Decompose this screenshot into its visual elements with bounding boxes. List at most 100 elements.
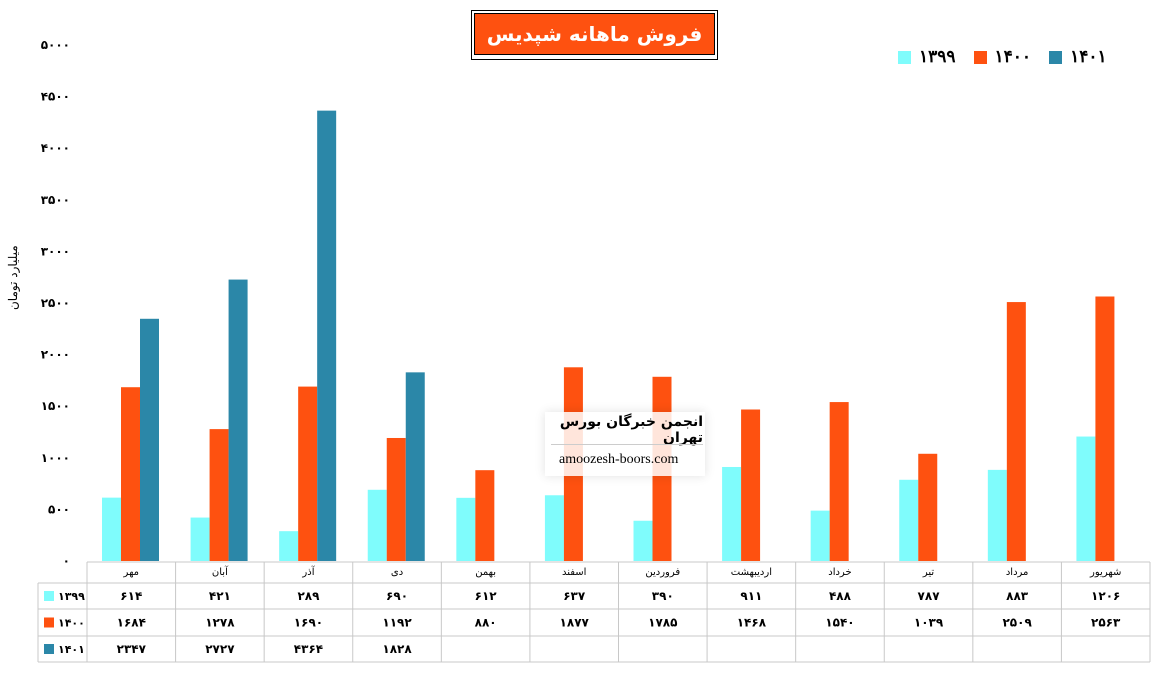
y-tick-label: ۳۰۰۰ <box>41 244 70 258</box>
x-tick-label: بهمن <box>475 567 496 578</box>
x-tick-label: دی <box>391 567 403 578</box>
bar-1-10 <box>899 479 919 561</box>
y-tick-label: ۴۵۰۰ <box>41 90 70 104</box>
data-label: ۱۸۲۸ <box>382 642 412 656</box>
data-label: ۱۵۴۰ <box>825 616 854 630</box>
table-series-label: ۱۴۰۱ <box>58 643 85 656</box>
bar-2-2 <box>209 429 229 561</box>
data-label: ۳۹۰ <box>652 589 674 603</box>
data-label: ۱۸۷۷ <box>560 616 590 630</box>
bar-3-4 <box>405 372 425 561</box>
bar-2-10 <box>918 453 938 561</box>
y-tick-label: ۳۵۰۰ <box>41 193 70 207</box>
data-label: ۲۸۹ <box>297 589 320 603</box>
data-label: ۶۹۰ <box>386 589 408 603</box>
bar-2-12 <box>1095 296 1115 561</box>
x-tick-label: اردیبهشت <box>731 567 772 578</box>
data-label: ۶۱۲ <box>475 589 498 603</box>
legend-swatch-1400 <box>973 50 987 64</box>
y-tick-label: ۵۰۰۰ <box>41 38 70 52</box>
bar-2-5 <box>475 470 495 561</box>
x-tick-label: خرداد <box>828 567 851 578</box>
bar-1-1 <box>102 497 121 561</box>
x-tick-label: مرداد <box>1006 567 1029 578</box>
bar-1-7 <box>633 520 653 561</box>
data-label: ۲۳۴۷ <box>117 642 147 656</box>
chart-title: فروش ماهانه شپدیس <box>474 13 715 55</box>
bar-2-8 <box>741 409 761 561</box>
bar-1-12 <box>1076 436 1096 561</box>
legend-swatch-1401 <box>1049 50 1063 64</box>
y-tick-label: ۱۵۰۰ <box>41 399 70 413</box>
bar-1-4 <box>367 489 387 561</box>
data-label: ۴۲۱ <box>209 589 231 603</box>
legend: ۱۳۹۹ ۱۴۰۰ ۱۴۰۱ <box>898 44 1107 70</box>
data-label: ۱۲۰۶ <box>1091 589 1120 603</box>
data-label: ۱۲۷۸ <box>205 616 235 630</box>
data-label: ۱۶۹۰ <box>294 616 323 630</box>
watermark-url: amoozesh-boors.com <box>559 452 679 467</box>
data-label: ۸۸۳ <box>1006 589 1029 603</box>
x-tick-label: آبان <box>212 565 229 578</box>
table-series-label: ۱۴۰۰ <box>58 617 85 630</box>
x-tick-label: اسفند <box>562 567 586 578</box>
x-tick-label: شهریور <box>1089 567 1121 578</box>
chart-title-box: فروش ماهانه شپدیس <box>471 10 718 60</box>
bar-1-2 <box>190 517 210 561</box>
legend-item-1401: ۱۴۰۱ <box>1049 47 1107 67</box>
y-tick-label: ۵۰۰ <box>48 502 70 516</box>
bar-1-6 <box>544 495 564 561</box>
data-label: ۸۸۰ <box>475 616 497 630</box>
watermark-title: انجمن خبرگان بورس تهران <box>559 414 703 446</box>
data-label: ۶۱۴ <box>120 589 142 603</box>
legend-swatch-1399 <box>898 50 911 64</box>
bar-2-9 <box>829 402 849 561</box>
data-label: ۷۸۷ <box>918 589 941 603</box>
legend-label-1400: ۱۴۰۰ <box>994 47 1032 67</box>
data-label: ۲۷۲۷ <box>205 642 235 656</box>
y-tick-label: ۰ <box>63 554 70 568</box>
data-label: ۴۳۶۴ <box>294 642 323 656</box>
legend-label-1401: ۱۴۰۱ <box>1070 47 1107 67</box>
data-label: ۹۱۱ <box>740 589 762 603</box>
bar-1-5 <box>456 497 476 561</box>
table-series-swatch <box>44 617 54 628</box>
data-label: ۱۷۸۵ <box>648 616 677 630</box>
data-label: ۶۳۷ <box>563 589 586 603</box>
y-axis-label: میلیارد تومان <box>6 245 20 310</box>
y-tick-label: ۱۰۰۰ <box>41 451 70 465</box>
data-label: ۱۶۸۴ <box>117 616 146 630</box>
bar-3-1 <box>140 318 159 561</box>
table-series-swatch <box>44 644 54 654</box>
legend-item-1400: ۱۴۰۰ <box>973 47 1032 67</box>
data-label: ۴۸۸ <box>829 589 852 603</box>
bar-2-1 <box>121 387 140 561</box>
x-tick-label: فروردین <box>645 567 680 578</box>
x-tick-label: تیر <box>922 567 935 578</box>
data-label: ۱۱۹۲ <box>382 616 412 630</box>
data-label: ۱۴۶۸ <box>737 616 767 630</box>
y-tick-label: ۲۵۰۰ <box>41 296 70 310</box>
bar-3-2 <box>228 279 248 561</box>
x-tick-label: آذر <box>301 565 315 578</box>
y-tick-label: ۴۰۰۰ <box>41 141 70 155</box>
table-series-label: ۱۳۹۹ <box>58 590 85 603</box>
bar-1-8 <box>722 466 742 561</box>
data-label: ۱۰۳۹ <box>914 616 944 630</box>
data-label: ۲۵۰۹ <box>1002 616 1032 630</box>
bar-1-3 <box>279 531 299 561</box>
watermark: انجمن خبرگان بورس تهران amoozesh-boors.c… <box>545 412 705 476</box>
bar-3-3 <box>317 110 337 562</box>
x-tick-label: مهر <box>123 567 139 578</box>
bar-1-9 <box>810 510 830 561</box>
bar-2-3 <box>298 386 318 561</box>
y-tick-label: ۲۰۰۰ <box>41 348 70 362</box>
bar-2-4 <box>386 437 406 561</box>
legend-item-1399: ۱۳۹۹ <box>898 47 956 67</box>
legend-label-1399: ۱۳۹۹ <box>919 47 956 67</box>
data-label: ۲۵۶۳ <box>1091 616 1121 630</box>
watermark-divider <box>551 444 703 445</box>
bar-2-11 <box>1006 302 1026 561</box>
table-series-swatch <box>44 591 54 601</box>
